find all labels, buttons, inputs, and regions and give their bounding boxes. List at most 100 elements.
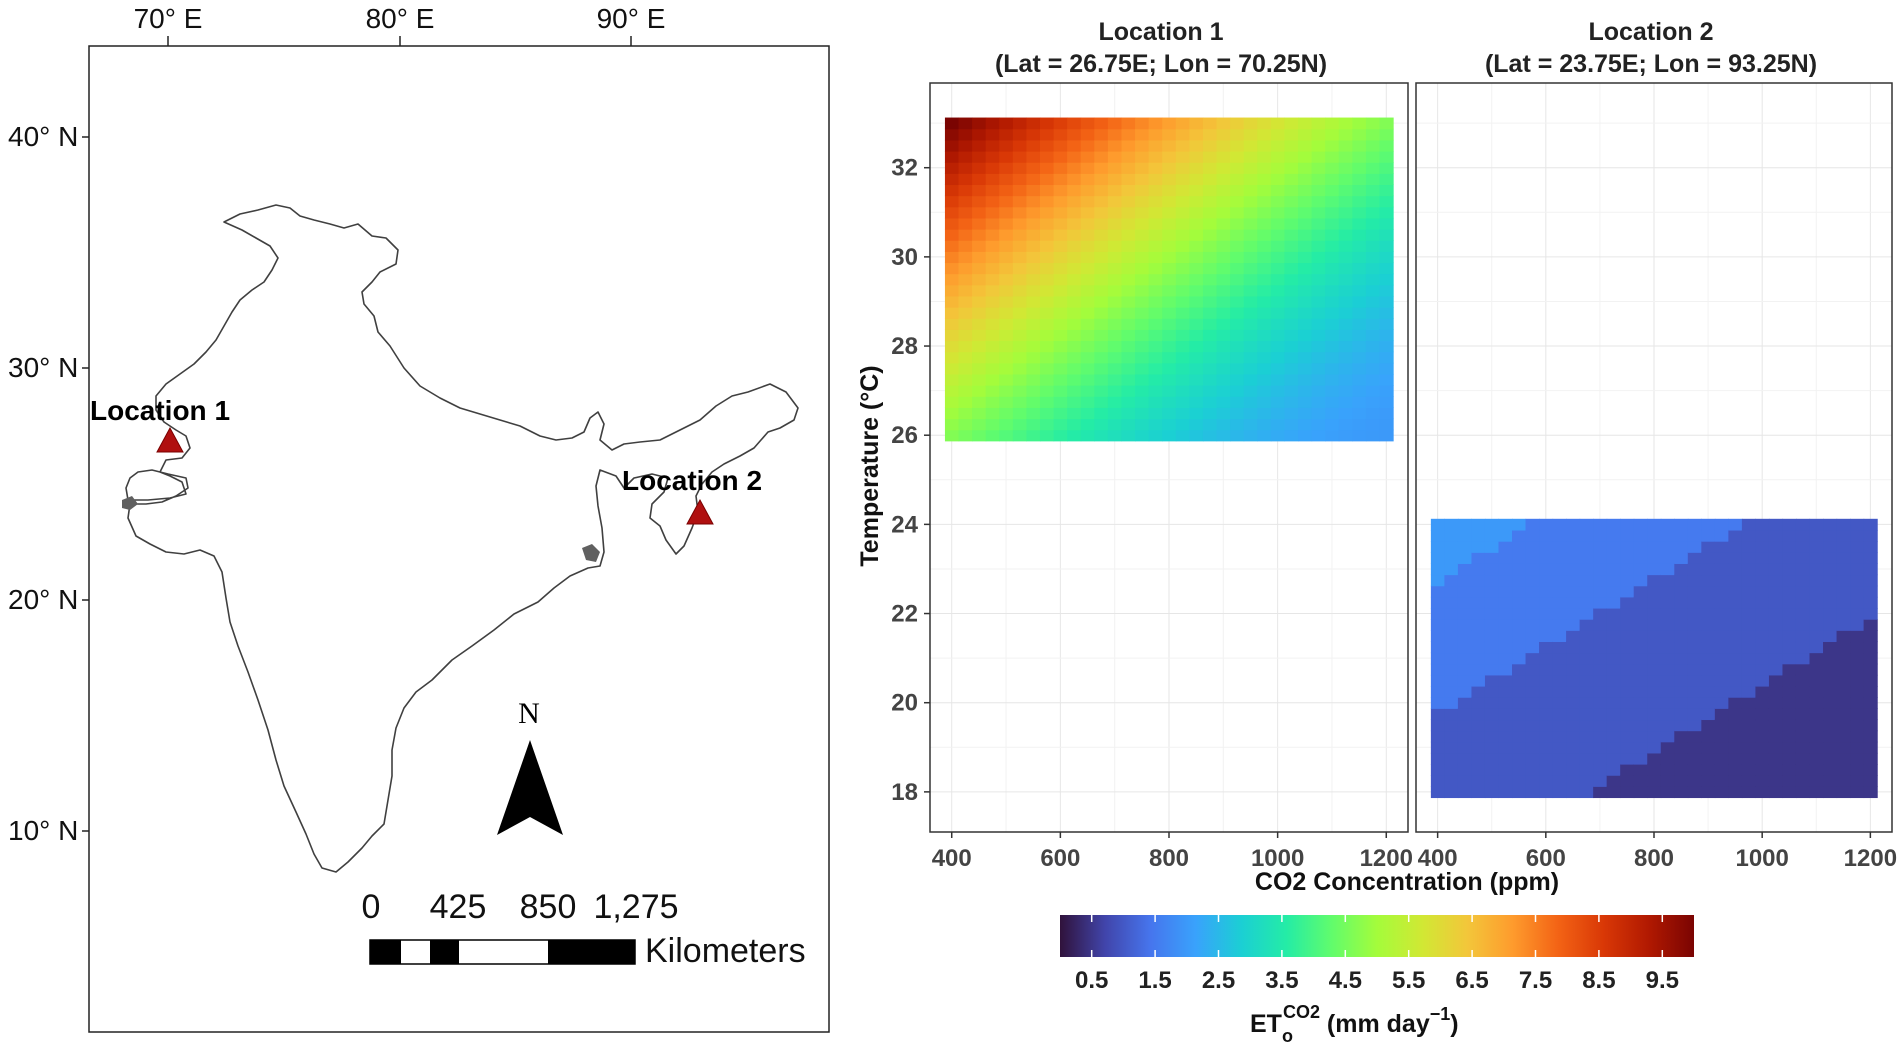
heatmap-cell	[1284, 385, 1299, 397]
heatmap-cell	[944, 162, 960, 174]
heatmap-cell	[1660, 764, 1675, 776]
heatmap-cell	[1647, 529, 1662, 542]
heatmap-cell	[1298, 318, 1313, 330]
heatmap-cell	[1107, 340, 1123, 353]
heatmap-cell	[1484, 764, 1500, 776]
heatmap-cell	[1823, 607, 1838, 620]
heatmap-cell	[1444, 641, 1459, 654]
heatmap-cell	[1175, 351, 1190, 364]
heatmap-cell	[1579, 529, 1594, 542]
heatmap-cell	[1539, 663, 1554, 676]
heatmap-cell	[1298, 373, 1313, 386]
heatmap-cell	[1148, 307, 1163, 319]
heatmap-cell	[1498, 685, 1513, 698]
heatmap-cell	[1365, 373, 1381, 386]
heatmap-cell	[1647, 708, 1662, 721]
heatmap-cell	[1352, 340, 1367, 353]
heatmap-cell	[1552, 518, 1567, 531]
heatmap-cell	[1444, 574, 1459, 587]
heatmap-cell	[1080, 295, 1095, 308]
location-1-marker[interactable]	[156, 426, 184, 453]
heatmap-cell	[1525, 719, 1540, 732]
heatmap-cell	[1633, 585, 1648, 598]
heatmap-cell	[1525, 786, 1540, 799]
heatmap-cell	[1270, 139, 1286, 152]
heatmap-cell	[1148, 362, 1163, 375]
heatmap-cell	[1484, 630, 1500, 643]
heatmap-cell	[1270, 362, 1286, 375]
heatmap-cell	[1728, 786, 1743, 799]
heatmap-cell	[1162, 184, 1177, 197]
heatmap-cell	[1755, 529, 1770, 542]
heatmap-cell	[1311, 373, 1326, 386]
heatmap-cell	[1755, 764, 1770, 776]
heatmap-cell	[1039, 362, 1055, 375]
heatmap-cell	[1430, 630, 1445, 643]
heatmap-cell	[1782, 775, 1797, 787]
heatmap-cell	[1148, 117, 1163, 130]
heatmap-cell	[1162, 273, 1177, 286]
heatmap-cell	[1823, 663, 1838, 676]
heatmap-cell	[1338, 429, 1353, 442]
heatmap-cell	[972, 195, 987, 208]
heatmap-cell	[1162, 318, 1177, 330]
heatmap-cell	[1026, 340, 1041, 353]
heatmap-cell	[1430, 775, 1445, 787]
heatmap-cell	[1552, 663, 1567, 676]
heatmap-cell	[1257, 418, 1272, 431]
heatmap-cell	[1080, 184, 1095, 197]
heatmap-cell	[1352, 329, 1367, 342]
heatmap-cell	[1012, 273, 1028, 286]
heatmap-cell	[1175, 340, 1190, 353]
heatmap-cell	[1579, 764, 1594, 776]
heatmap-cell	[1107, 351, 1123, 364]
colorbar-title-close: )	[1450, 1010, 1458, 1038]
heatmap-cell	[1094, 351, 1109, 364]
x-tick-label: 600	[1040, 845, 1080, 872]
heatmap-cell	[1121, 195, 1136, 208]
heatmap-cell	[1094, 396, 1109, 408]
heatmap-cell	[1338, 128, 1353, 141]
heatmap-cell	[1620, 585, 1635, 598]
heatmap-cell	[1768, 674, 1784, 687]
heatmap-cell	[1365, 329, 1381, 342]
heatmap-cell	[1782, 630, 1797, 643]
heatmap-cell	[1701, 585, 1716, 598]
heatmap-cell	[1484, 552, 1500, 564]
heatmap-cell	[1175, 429, 1190, 442]
heatmap-cell	[1067, 184, 1082, 197]
heatmap-cell	[1741, 630, 1757, 643]
heatmap-cell	[1633, 552, 1648, 564]
heatmap-cell	[1714, 552, 1729, 564]
heatmap-cell	[1121, 217, 1136, 230]
heatmap-cell	[1809, 685, 1824, 698]
heatmap-cell	[1135, 229, 1150, 241]
heatmap-cell	[1148, 407, 1163, 420]
heatmap-cell	[1741, 607, 1757, 620]
heatmap-cell	[1687, 529, 1702, 542]
heatmap-cell	[1728, 607, 1743, 620]
heatmap-cell	[1539, 652, 1554, 665]
heatmap-cell	[985, 128, 1000, 141]
heatmap-cell	[985, 206, 1000, 219]
heatmap-cell	[1094, 184, 1109, 197]
heatmap-cell	[1162, 407, 1177, 420]
heatmap-cell	[1298, 117, 1313, 130]
heatmap-cell	[1768, 541, 1784, 553]
heatmap-cell	[1189, 318, 1204, 330]
heatmap-cell	[958, 262, 973, 275]
heatmap-cell	[1471, 752, 1486, 765]
heatmap-cell	[1687, 708, 1702, 721]
heatmap-cell	[1782, 529, 1797, 542]
heatmap-cell	[1768, 752, 1784, 765]
heatmap-cell	[1175, 396, 1190, 408]
heatmap-cell	[1270, 329, 1286, 342]
heatmap-cell	[1012, 240, 1028, 252]
heatmap-cell	[1660, 786, 1675, 799]
heatmap-cell	[1593, 719, 1608, 732]
heatmap-cell	[1338, 362, 1353, 375]
heatmap-cell	[1606, 641, 1621, 654]
heatmap-cell	[1768, 619, 1784, 631]
heatmap-cell	[1284, 173, 1299, 186]
location-2-marker[interactable]	[686, 498, 714, 525]
